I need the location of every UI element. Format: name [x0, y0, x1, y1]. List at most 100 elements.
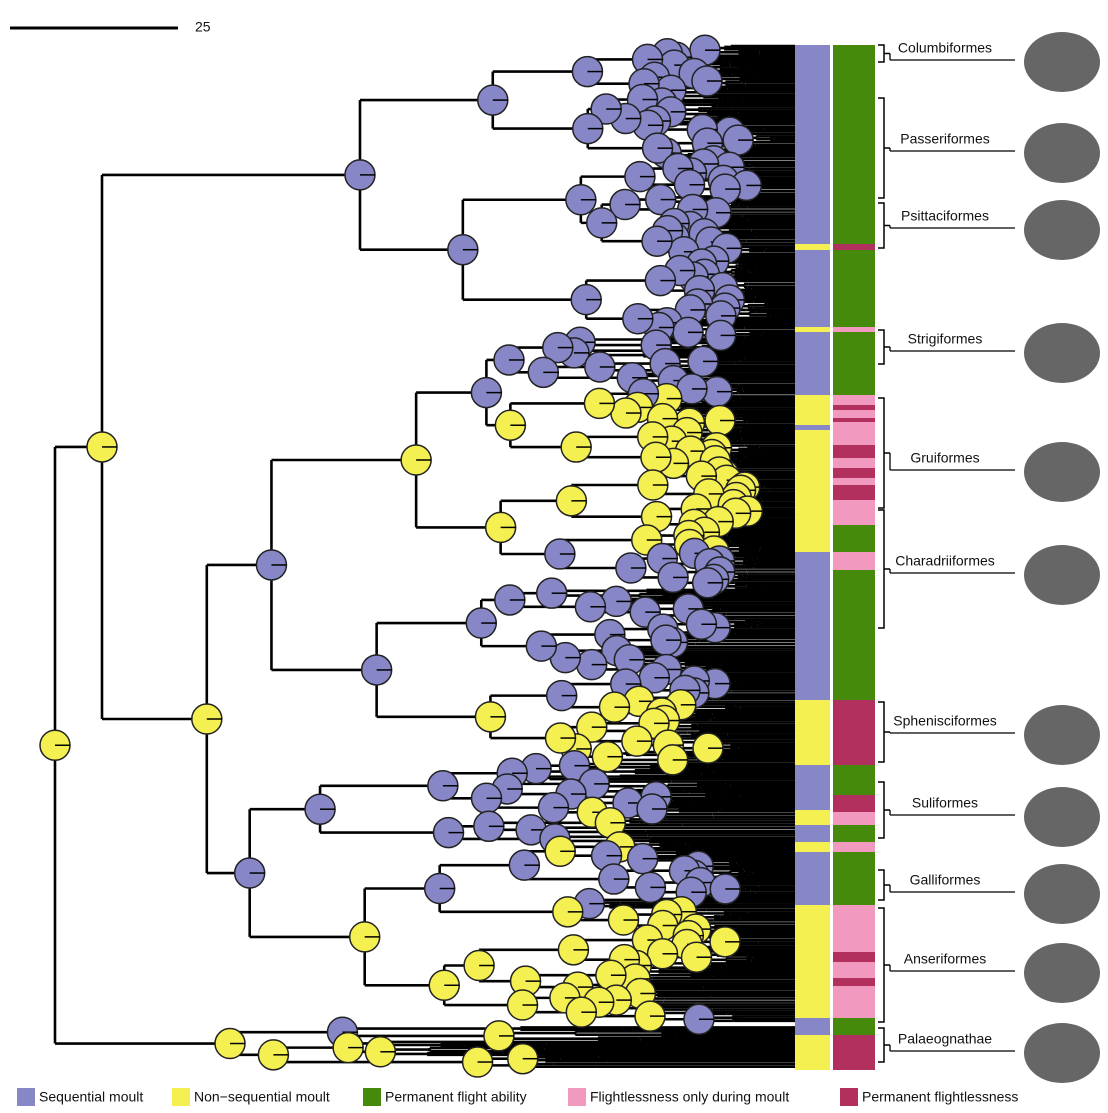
- clade-label: Gruiformes: [910, 450, 979, 466]
- node-pie: [599, 864, 629, 894]
- node-pie: [545, 836, 575, 866]
- node-pie: [558, 935, 588, 965]
- node-pie: [673, 317, 703, 347]
- node-pie: [235, 858, 265, 888]
- node-pie: [642, 226, 672, 256]
- flight-bar: [833, 395, 875, 525]
- moult-bar: [795, 1018, 830, 1035]
- node-pie: [608, 905, 638, 935]
- node-pie: [495, 410, 525, 440]
- clade-bracket: [878, 203, 890, 248]
- legend-swatch: [172, 1088, 190, 1106]
- clade-label: Columbiformes: [898, 40, 992, 56]
- flight-bar: [833, 812, 875, 825]
- flight-bar: [833, 570, 875, 700]
- phylogeny-figure: 25 ColumbiformesPasseriformesPsittacifor…: [0, 0, 1108, 1108]
- node-pie: [592, 742, 622, 772]
- node-pie: [638, 470, 668, 500]
- flight-bar: [833, 825, 875, 842]
- moult-bar: [795, 842, 830, 852]
- node-pie: [573, 114, 603, 144]
- node-pie: [623, 304, 653, 334]
- clade-bracket: [878, 782, 890, 838]
- node-pie: [571, 285, 601, 315]
- clade-bracket: [878, 510, 890, 628]
- node-pie: [723, 125, 753, 155]
- clade-label: Galliformes: [910, 872, 981, 888]
- node-pie: [464, 951, 494, 981]
- node-pie: [401, 445, 431, 475]
- node-pie: [429, 970, 459, 1000]
- node-pie: [434, 818, 464, 848]
- moult-bar: [795, 825, 830, 842]
- clade-bracket: [878, 702, 890, 762]
- flight-bar: [833, 986, 875, 1018]
- node-pie: [611, 398, 641, 428]
- node-pie: [572, 57, 602, 87]
- bird-silhouette: [1024, 545, 1100, 605]
- node-pie: [635, 872, 665, 902]
- node-pie: [635, 1001, 665, 1031]
- node-pie: [362, 655, 392, 685]
- clade-label: Charadriiformes: [895, 553, 995, 569]
- flight-bar: [833, 418, 875, 422]
- node-pie: [693, 568, 723, 598]
- node-pie: [628, 844, 658, 874]
- bird-silhouette: [1024, 864, 1100, 924]
- node-pie: [584, 388, 614, 418]
- flight-bar: [833, 468, 875, 478]
- flight-bar: [833, 905, 875, 952]
- flight-bar: [833, 525, 875, 552]
- flight-bar: [833, 962, 875, 978]
- flight-bar: [833, 978, 875, 986]
- moult-bar: [795, 552, 830, 700]
- node-pie: [625, 162, 655, 192]
- clade-bracket: [878, 870, 890, 900]
- node-pie: [710, 874, 740, 904]
- moult-bar: [795, 45, 830, 395]
- flight-bar: [833, 700, 875, 765]
- flight-bar: [833, 765, 875, 795]
- clade-label: Psittaciformes: [901, 208, 989, 224]
- node-pie: [577, 650, 607, 680]
- node-pie: [645, 266, 675, 296]
- node-pie: [495, 585, 525, 615]
- node-pie: [425, 874, 455, 904]
- clade-label: Palaeognathae: [898, 1031, 992, 1047]
- node-pie: [641, 442, 671, 472]
- bird-silhouette: [1024, 1023, 1100, 1083]
- flight-bar: [833, 45, 875, 395]
- bird-silhouette: [1024, 323, 1100, 383]
- node-pie: [601, 586, 631, 616]
- bird-silhouette: [1024, 32, 1100, 92]
- node-pie: [526, 631, 556, 661]
- node-pie: [215, 1029, 245, 1059]
- legend-label: Permanent flightlessness: [862, 1089, 1018, 1105]
- node-pie: [545, 539, 575, 569]
- node-pie: [705, 406, 735, 436]
- node-pie: [693, 733, 723, 763]
- node-pie: [658, 745, 688, 775]
- flight-bar: [833, 842, 875, 852]
- node-pie: [682, 942, 712, 972]
- legend-swatch: [363, 1088, 381, 1106]
- node-pie: [466, 608, 496, 638]
- flight-bar: [833, 795, 875, 812]
- node-pie: [651, 625, 681, 655]
- clade-bracket: [878, 45, 890, 62]
- moult-bar: [795, 810, 830, 825]
- legend-swatch: [17, 1088, 35, 1106]
- scale-bar-label: 25: [195, 19, 211, 35]
- node-pie: [428, 771, 458, 801]
- legend-swatch: [568, 1088, 586, 1106]
- clade-label: Suliformes: [912, 795, 978, 811]
- node-pie: [509, 850, 539, 880]
- moult-bar: [795, 700, 830, 765]
- moult-bar: [795, 395, 830, 552]
- node-pie: [616, 553, 646, 583]
- flight-bar: [833, 327, 875, 332]
- legend-label: Permanent flight ability: [385, 1089, 527, 1105]
- node-pie: [538, 793, 568, 823]
- node-pie: [508, 990, 538, 1020]
- node-pie: [471, 378, 501, 408]
